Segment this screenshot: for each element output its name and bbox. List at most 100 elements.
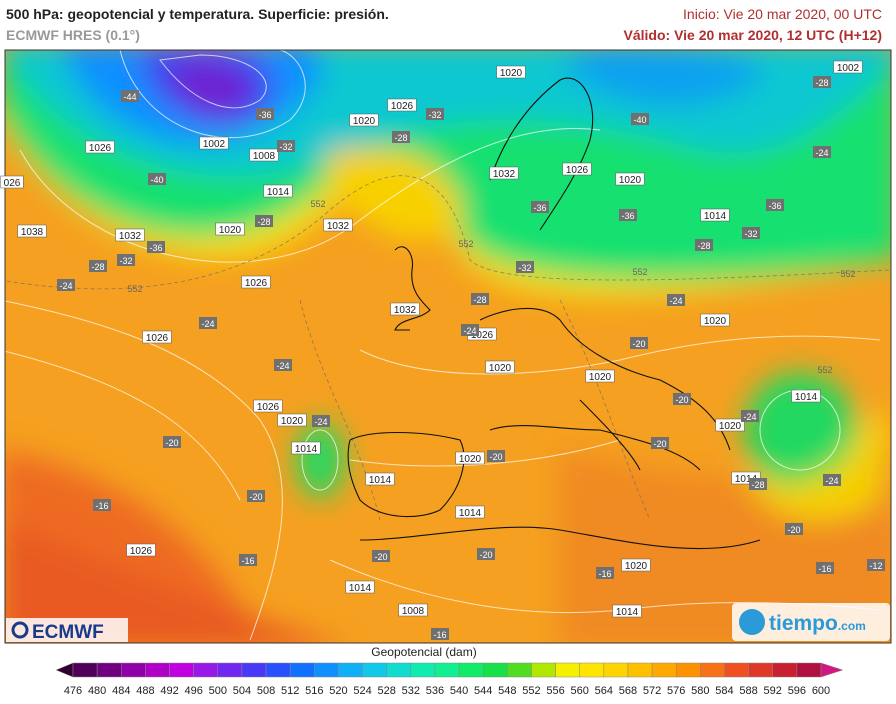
temperature-box [277, 140, 295, 152]
contour-label: 552 [817, 365, 832, 375]
temperature-label: -20 [165, 438, 178, 448]
colorbar-swatch [700, 662, 725, 678]
pressure-box [263, 184, 293, 198]
pressure-label: 1026 [257, 402, 280, 413]
temperature-label: -28 [697, 241, 710, 251]
valid-time: Válido: Vie 20 mar 2020, 12 UTC (H+12) [623, 27, 882, 43]
colorbar-tick-label: 572 [643, 685, 661, 697]
colorbar-tick-label: 600 [812, 685, 830, 697]
temperature-box [667, 294, 685, 306]
pressure-label: 1014 [459, 508, 482, 519]
colorbar-tick-label: 596 [788, 685, 806, 697]
colorbar-tick-label: 536 [426, 685, 444, 697]
pressure-label: 1026 [566, 165, 589, 176]
colorbar-tick-label: 568 [619, 685, 637, 697]
temperature-label: -24 [201, 319, 214, 329]
colorbar-tick-label: 504 [233, 685, 251, 697]
temperature-box [766, 199, 784, 211]
tiempo-suffix: .com [838, 619, 866, 633]
colorbar-tick-label: 564 [595, 685, 613, 697]
pressure-label: 1020 [353, 116, 376, 127]
temperature-label: -24 [743, 412, 756, 422]
temperature-label: -20 [479, 550, 492, 560]
temperature-box [312, 415, 330, 427]
temperature-label: -24 [825, 476, 838, 486]
pressure-label: 1014 [295, 444, 318, 455]
pressure-label: 1008 [253, 151, 276, 162]
temperature-box [749, 478, 767, 490]
temperature-label: -20 [374, 552, 387, 562]
legend-title: Geopotencial (dam) [371, 645, 476, 659]
pressure-box [833, 60, 863, 74]
colorbar-tick-label: 524 [353, 685, 371, 697]
temperature-box [392, 131, 410, 143]
temperature-box [651, 437, 669, 449]
pressure-box [215, 222, 245, 236]
temperature-label: -32 [744, 229, 757, 239]
colorbar-swatch [458, 662, 484, 678]
colorbar-swatch [338, 662, 363, 678]
temperature-box [630, 337, 648, 349]
temperature-label: -24 [59, 281, 72, 291]
colorbar-swatch [289, 662, 315, 678]
pressure-label: 1038 [21, 227, 44, 238]
temperature-box [516, 261, 534, 273]
temperature-label: -20 [653, 439, 666, 449]
colorbar-tick-label: 548 [498, 685, 516, 697]
contour-label: 552 [632, 267, 647, 277]
colorbar-swatch [579, 662, 605, 678]
temperature-label: -28 [815, 78, 828, 88]
colorbar-tick-label: 592 [764, 685, 782, 697]
colorbar-swatch [748, 662, 773, 678]
temperature-box [239, 554, 257, 566]
pressure-label: 1020 [489, 363, 512, 374]
temperature-box [147, 241, 165, 253]
colorbar-swatch [96, 662, 122, 678]
temperature-label: -36 [768, 201, 781, 211]
temperature-label: -24 [276, 361, 289, 371]
colorbar-swatch [434, 662, 460, 678]
colorbar-swatch [121, 662, 146, 678]
contour-label: 552 [458, 239, 473, 249]
colorbar-swatch [314, 662, 339, 678]
colorbar-tick-label: 480 [88, 685, 106, 697]
colorbar-end [55, 662, 74, 678]
pressure-box [199, 136, 229, 150]
temperature-box [431, 628, 449, 640]
temperature-label: -28 [473, 295, 486, 305]
colorbar-tick-label: 580 [691, 685, 709, 697]
colorbar-swatch [217, 662, 243, 678]
temperature-label: -36 [258, 110, 271, 120]
pressure-box [791, 389, 821, 403]
temperature-label: -32 [119, 256, 132, 266]
temperature-label: -20 [787, 525, 800, 535]
pressure-box [585, 369, 615, 383]
colorbar-swatch [241, 662, 267, 678]
temperature-box [148, 173, 166, 185]
temperature-label: -36 [149, 243, 162, 253]
colorbar-tick-label: 512 [281, 685, 299, 697]
temperature-label: -28 [91, 262, 104, 272]
colorbar-swatch [169, 662, 194, 678]
temperature-box [274, 359, 292, 371]
temperature-box [619, 209, 637, 221]
temperature-box [816, 562, 834, 574]
temperature-label: -24 [463, 326, 476, 336]
colorbar-tick-label: 540 [450, 685, 468, 697]
model: ECMWF HRES (0.1°) [6, 27, 140, 43]
colorbar-swatch [627, 662, 653, 678]
pressure-box [291, 441, 321, 455]
colorbar-tick-label: 520 [329, 685, 347, 697]
colorbar-swatch [555, 662, 580, 678]
colorbar-tick-label: 484 [112, 685, 130, 697]
pressure-label: 1020 [500, 68, 523, 79]
temperature-box [57, 279, 75, 291]
colorbar-end [820, 662, 844, 678]
pressure-label: 1020 [719, 421, 742, 432]
colorbar-tick-label: 556 [546, 685, 564, 697]
pressure-label: 1026 [245, 278, 268, 289]
pressure-label: 1026 [391, 101, 414, 112]
pressure-label: 026 [4, 178, 21, 189]
